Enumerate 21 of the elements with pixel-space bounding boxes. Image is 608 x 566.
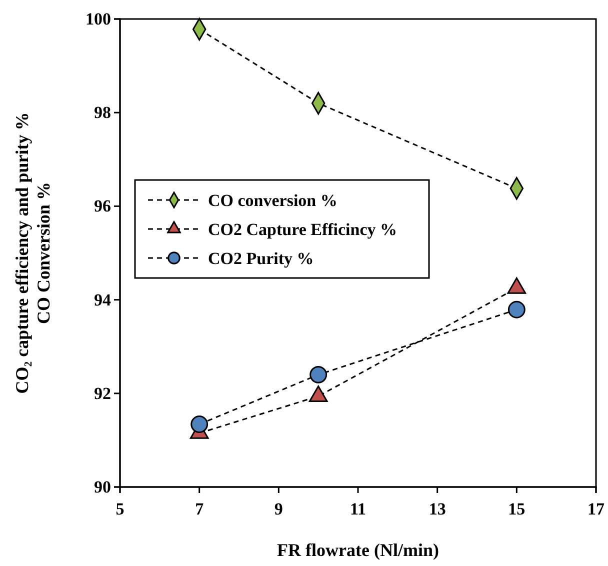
x-tick-label: 13 [428,500,446,519]
x-axis-title: FR flowrate (Nl/min) [277,540,439,560]
legend-label: CO2 Capture Efficincy % [208,220,398,239]
x-tick-label: 9 [274,500,283,519]
y-axis-title: CO₂ capture efficiency and purity % CO Conversion % [12,112,54,394]
point [508,300,526,318]
point [310,366,328,384]
x-tick-label: 11 [350,500,366,519]
y-tick-label: 98 [94,103,111,122]
point [190,416,208,433]
y-tick-label: 96 [94,196,111,216]
y-tick-label: 94 [94,290,112,310]
x-tick-label: 17 [588,500,605,519]
y-tick-label: 90 [94,477,111,496]
x-tick-label: 15 [508,500,526,519]
y-tick-label: 92 [94,384,111,403]
x-tick-label: 7 [195,500,204,519]
legend-label: CO conversion % [208,191,338,210]
y-tick-label: 100 [86,9,111,28]
x-tick-label: 5 [116,500,124,519]
legend-label: CO2 Purity % [208,249,314,268]
